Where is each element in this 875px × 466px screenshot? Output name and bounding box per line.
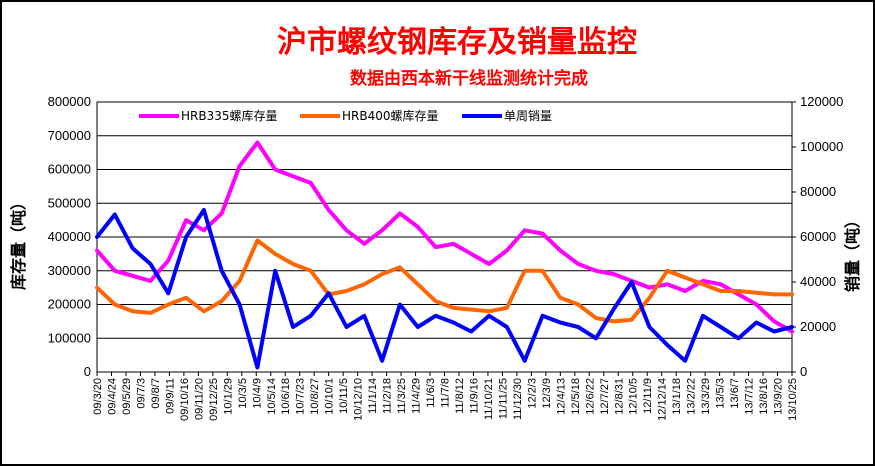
y-tick-label-right: 100000 (800, 139, 843, 154)
y-tick-label-left: 400000 (48, 229, 91, 244)
axis-labels: 库存量（吨） 销量（吨） (9, 194, 862, 292)
x-tick-label: 13/5/3 (715, 378, 727, 409)
y-tick-label-left: 700000 (48, 128, 91, 143)
x-tick-label: 11/4/29 (411, 378, 423, 414)
x-tick-label: 13/10/25 (787, 378, 799, 421)
x-tick-label: 12/6/22 (584, 378, 596, 415)
y-tick-label-right: 60000 (800, 229, 836, 244)
x-tick-label: 11/1/14 (367, 378, 379, 414)
x-tick-label: 13/7/12 (744, 378, 756, 415)
y-tick-label-left: 600000 (48, 162, 91, 177)
x-tick-label: 12/4/13 (555, 378, 567, 415)
x-tick-label: 13/3/29 (700, 378, 712, 415)
x-tick-label: 12/7/27 (599, 378, 611, 415)
x-tick-label: 11/9/16 (468, 378, 480, 414)
y-tick-label-right: 120000 (800, 94, 843, 109)
x-tick-label: 13/1/18 (671, 378, 683, 415)
x-tick-label: 12/8/31 (613, 378, 625, 415)
x-tick-label: 09/7/3 (135, 378, 147, 409)
x-tick-label: 12/2/3 (526, 378, 538, 409)
chart-title: 沪市螺纹钢库存及销量监控 (277, 25, 637, 60)
chart-subtitle: 数据由西本新干线监测统计完成 (350, 68, 588, 89)
x-tick-label: 11/2/18 (382, 378, 394, 414)
x-tick-label: 11/12/30 (512, 378, 524, 420)
x-tick-label: 11/10/21 (483, 378, 495, 420)
x-tick-label: 09/5/29 (121, 378, 133, 415)
y-tick-label-left: 200000 (48, 297, 91, 312)
x-tick-label: 10/4/9 (251, 378, 263, 409)
x-tick-label: 13/2/22 (686, 378, 698, 415)
y-tick-label-right: 40000 (800, 274, 836, 289)
x-tick-label: 10/7/23 (295, 378, 307, 415)
x-tick-label: 10/5/14 (266, 378, 278, 415)
y-tick-label-right: 0 (800, 364, 807, 379)
x-tick-label: 12/5/18 (570, 378, 582, 415)
x-tick-label: 09/9/11 (164, 378, 176, 414)
y-tick-label-left: 100000 (48, 330, 91, 345)
y-tick-label-right: 20000 (800, 319, 836, 334)
x-tick-label: 09/10/16 (179, 378, 191, 421)
x-tick-label: 12/11/9 (642, 378, 654, 414)
x-tick-label: 11/8/12 (454, 378, 466, 414)
legend: HRB335螺库存量 HRB400螺库存量 单周销量 (139, 108, 552, 123)
y-tick-label-left: 300000 (48, 263, 91, 278)
legend-label-3: 单周销量 (504, 109, 552, 123)
x-tick-label: 09/11/20 (193, 378, 205, 420)
series-line-3 (95, 208, 794, 370)
x-tick-label: 09/12/25 (208, 378, 220, 421)
x-tick-label: 10/8/27 (309, 378, 321, 415)
y-tick-label-right: 80000 (800, 184, 836, 199)
axes: 0100000200000300000400000500000600000700… (48, 94, 844, 421)
x-tick-label: 11/3/25 (396, 378, 408, 414)
x-tick-label: 13/9/20 (773, 378, 785, 415)
x-tick-label: 11/11/25 (497, 378, 509, 419)
x-tick-label: 10/11/5 (338, 378, 350, 414)
x-tick-label: 11/6/3 (425, 378, 437, 408)
y-tick-label-left: 800000 (48, 94, 91, 109)
x-tick-label: 13/6/7 (729, 378, 741, 409)
series-lines (95, 140, 794, 370)
x-tick-label: 12/3/9 (541, 378, 553, 409)
legend-label-2: HRB400螺库存量 (342, 108, 439, 123)
y-axis-label-left: 库存量（吨） (9, 194, 28, 290)
legend-label-1: HRB335螺库存量 (181, 108, 278, 123)
x-tick-label: 10/10/1 (324, 378, 336, 415)
x-tick-label: 09/3/20 (92, 378, 104, 415)
x-tick-label: 10/6/18 (280, 378, 292, 415)
x-tick-label: 10/3/5 (237, 378, 249, 409)
x-tick-label: 12/12/14 (657, 378, 669, 421)
series-line-2 (95, 238, 794, 324)
series-line-1 (95, 140, 794, 334)
x-tick-label: 10/12/10 (353, 378, 365, 421)
x-tick-label: 13/8/16 (758, 378, 770, 415)
x-tick-label: 11/7/8 (440, 378, 452, 408)
x-tick-label: 12/10/5 (628, 378, 640, 415)
y-axis-label-right: 销量（吨） (843, 212, 862, 292)
y-tick-label-left: 0 (84, 364, 91, 379)
x-tick-label: 09/8/7 (150, 378, 162, 409)
x-tick-label: 10/1/29 (222, 378, 234, 415)
y-tick-label-left: 500000 (48, 195, 91, 210)
x-tick-label: 09/4/24 (106, 378, 118, 415)
